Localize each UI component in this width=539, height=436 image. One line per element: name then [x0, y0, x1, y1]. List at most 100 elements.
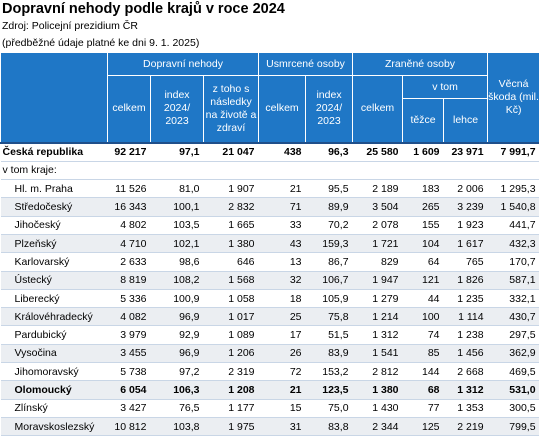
cell-nehody-celkem: 3 427	[108, 399, 151, 417]
cell-usmrcene-celkem: 21	[259, 381, 306, 399]
cell-zranene-celkem: 1 279	[353, 289, 403, 307]
header-nehody-group: Dopravní nehody	[108, 53, 259, 76]
cell-zranene-lehce: 1 235	[444, 289, 488, 307]
cell-vecna-skoda: 7 991,7	[488, 143, 539, 162]
cell-nehody-z-toho: 1 089	[204, 326, 259, 344]
cell-usmrcene-index: 153,2	[306, 363, 353, 381]
cell-nehody-z-toho: 1 206	[204, 344, 259, 362]
cell-zranene-lehce: 1 923	[444, 216, 488, 234]
cell-zranene-celkem: 2 189	[353, 180, 403, 198]
table-title: Dopravní nehody podle krajů v roce 2024	[2, 1, 285, 17]
cell-usmrcene-index: 89,9	[306, 198, 353, 216]
cell-nehody-celkem: 2 633	[108, 253, 151, 271]
cell-usmrcene-celkem: 15	[259, 399, 306, 417]
header-usmrcene-index: index 2024/ 2023	[306, 76, 353, 143]
cell-nehody-z-toho: 2 832	[204, 198, 259, 216]
cell-nehody-z-toho: 21 047	[204, 143, 259, 162]
header-zranene-lehce: lehce	[444, 99, 488, 143]
cell-vecna-skoda: 531,0	[488, 381, 539, 399]
cell-zranene-tezce: 64	[403, 253, 444, 271]
cell-usmrcene-celkem: 438	[259, 143, 306, 162]
cell-zranene-celkem: 1 721	[353, 234, 403, 252]
cell-nehody-index: 98,6	[151, 253, 204, 271]
cell-zranene-lehce: 2 219	[444, 417, 488, 435]
region-name: Pardubický	[1, 326, 108, 344]
cell-usmrcene-celkem: 17	[259, 326, 306, 344]
cell-zranene-lehce: 23 971	[444, 143, 488, 162]
cell-usmrcene-index: 159,3	[306, 234, 353, 252]
cell-nehody-z-toho: 1 177	[204, 399, 259, 417]
region-name: Ústecký	[1, 271, 108, 289]
region-name: Česká republika	[1, 143, 108, 162]
cell-nehody-celkem: 4 710	[108, 234, 151, 252]
cell-usmrcene-index: 86,7	[306, 253, 353, 271]
cell-usmrcene-index: 75,0	[306, 399, 353, 417]
cell-zranene-tezce: 77	[403, 399, 444, 417]
cell-nehody-celkem: 6 054	[108, 381, 151, 399]
cell-zranene-celkem: 1 312	[353, 326, 403, 344]
cell-usmrcene-celkem: 18	[259, 289, 306, 307]
cell-nehody-index: 76,5	[151, 399, 204, 417]
cell-usmrcene-celkem: 43	[259, 234, 306, 252]
cell-zranene-lehce: 1 617	[444, 234, 488, 252]
header-usmrcene-celkem: celkem	[259, 76, 306, 143]
cell-vecna-skoda: 297,5	[488, 326, 539, 344]
cell-zranene-lehce: 1 353	[444, 399, 488, 417]
cell-usmrcene-index: 96,3	[306, 143, 353, 162]
cell-zranene-celkem: 2 812	[353, 363, 403, 381]
cell-nehody-index: 102,1	[151, 234, 204, 252]
cell-vecna-skoda: 1 540,8	[488, 198, 539, 216]
header-zranene-tezce: těžce	[403, 99, 444, 143]
cell-zranene-celkem: 1 214	[353, 308, 403, 326]
cell-usmrcene-celkem: 26	[259, 344, 306, 362]
validity-note: (předběžné údaje platné ke dni 9. 1. 202…	[2, 37, 199, 49]
region-name: Vysočina	[1, 344, 108, 362]
cell-nehody-celkem: 8 819	[108, 271, 151, 289]
cell-zranene-tezce: 74	[403, 326, 444, 344]
header-usmrcene-group: Usmrcené osoby	[259, 53, 353, 76]
cell-zranene-celkem: 1 430	[353, 399, 403, 417]
cell-nehody-celkem: 10 812	[108, 417, 151, 435]
cell-vecna-skoda: 587,1	[488, 271, 539, 289]
cell-zranene-celkem: 1 380	[353, 381, 403, 399]
cell-vecna-skoda: 362,9	[488, 344, 539, 362]
cell-usmrcene-celkem: 25	[259, 308, 306, 326]
region-name: Olomoucký	[1, 381, 108, 399]
cell-nehody-index: 106,3	[151, 381, 204, 399]
cell-nehody-index: 97,2	[151, 363, 204, 381]
cell-vecna-skoda: 469,5	[488, 363, 539, 381]
section-label: v tom kraje:	[1, 161, 539, 179]
cell-nehody-index: 100,1	[151, 198, 204, 216]
header-nehody-celkem: celkem	[108, 76, 151, 143]
cell-nehody-celkem: 11 526	[108, 180, 151, 198]
cell-nehody-index: 96,9	[151, 308, 204, 326]
region-name: Karlovarský	[1, 253, 108, 271]
cell-zranene-lehce: 1 456	[444, 344, 488, 362]
region-name: Středočeský	[1, 198, 108, 216]
region-name: Jihočeský	[1, 216, 108, 234]
cell-zranene-celkem: 2 344	[353, 417, 403, 435]
cell-zranene-celkem: 3 504	[353, 198, 403, 216]
cell-zranene-celkem: 2 078	[353, 216, 403, 234]
cell-vecna-skoda: 170,7	[488, 253, 539, 271]
cell-zranene-celkem: 829	[353, 253, 403, 271]
cell-zranene-tezce: 1 609	[403, 143, 444, 162]
cell-nehody-celkem: 92 217	[108, 143, 151, 162]
cell-nehody-z-toho: 1 907	[204, 180, 259, 198]
cell-usmrcene-index: 83,8	[306, 417, 353, 435]
cell-vecna-skoda: 332,1	[488, 289, 539, 307]
cell-zranene-lehce: 765	[444, 253, 488, 271]
cell-nehody-z-toho: 1 665	[204, 216, 259, 234]
cell-nehody-index: 103,8	[151, 417, 204, 435]
cell-zranene-tezce: 68	[403, 381, 444, 399]
cell-zranene-lehce: 1 238	[444, 326, 488, 344]
cell-nehody-z-toho: 1 975	[204, 417, 259, 435]
header-zranene-group: Zraněné osoby	[353, 53, 488, 76]
accidents-table: Dopravní nehody Usmrcené osoby Zraněné o…	[0, 52, 539, 436]
